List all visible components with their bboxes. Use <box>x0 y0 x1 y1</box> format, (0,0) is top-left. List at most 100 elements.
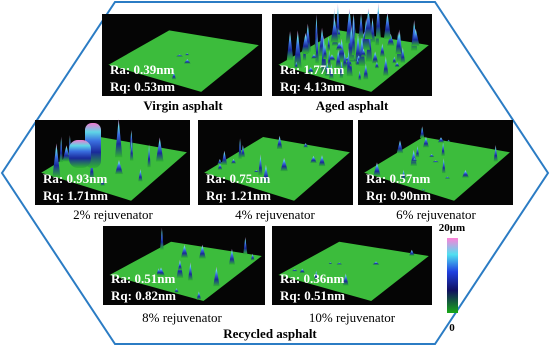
roughness-ra: Ra: 0.36nm <box>280 271 344 286</box>
panel-caption: 6% rejuvenator <box>396 207 476 222</box>
surface-peak <box>196 291 202 300</box>
color-bar <box>447 238 458 313</box>
surface-peak <box>328 262 333 265</box>
roughness-ra: Ra: 1.77nm <box>280 62 344 77</box>
surface-peak <box>400 47 406 63</box>
surface-peak <box>383 56 389 76</box>
surface-peak <box>280 157 288 172</box>
surface-peak <box>69 140 91 168</box>
surface-peak <box>129 130 134 150</box>
surface-peak <box>180 244 188 258</box>
surface-peak <box>293 30 302 68</box>
surface-peak <box>156 268 161 275</box>
surface-peak <box>217 163 223 170</box>
surface-peak <box>346 48 351 77</box>
surface-peak <box>358 70 362 81</box>
surface-peak <box>375 2 381 39</box>
surface-peak <box>337 29 341 36</box>
surface-peak <box>217 158 223 165</box>
surface-peak <box>392 56 397 64</box>
surface-peak <box>115 159 123 175</box>
surface-peak <box>461 169 469 178</box>
surface-peak <box>301 32 310 54</box>
surface-peak <box>243 237 248 255</box>
panel-caption: 8% rejuvenator <box>142 310 222 325</box>
surface-peak <box>444 176 451 179</box>
surface-peak <box>395 31 402 55</box>
surface-peak <box>415 145 420 158</box>
surface-peak <box>258 154 263 176</box>
surface-peak <box>396 140 404 154</box>
surface-peak <box>52 143 61 178</box>
panel-caption: 2% rejuvenator <box>73 207 153 222</box>
surface-peak <box>372 261 380 265</box>
surface-peak <box>147 144 151 168</box>
surface-peak <box>437 137 445 143</box>
surface-peak <box>320 35 327 74</box>
scale-max: 20μm <box>439 222 465 234</box>
surface-peak <box>138 168 143 182</box>
surface-peak <box>262 164 270 184</box>
surface <box>109 241 262 302</box>
surface-peak <box>213 266 220 287</box>
roughness-ra: Ra: 0.93nm <box>43 171 107 186</box>
surface-peak <box>59 136 63 163</box>
surface-peak <box>62 145 71 162</box>
surface <box>108 30 259 92</box>
surface-peak <box>441 142 445 156</box>
surface-peak <box>401 169 406 180</box>
surface-peak <box>100 178 105 186</box>
surface-peak <box>493 144 498 162</box>
surface-peak <box>286 31 294 61</box>
surface-peak <box>155 137 164 162</box>
surface-peak <box>373 162 381 176</box>
surface-peak <box>228 248 235 265</box>
surface-peak <box>335 41 343 51</box>
surface-peak <box>291 268 298 272</box>
surface-peak <box>358 13 364 39</box>
surface-peak <box>178 260 182 271</box>
surface-peak <box>89 158 95 180</box>
surface-peak <box>441 158 446 174</box>
surface-peak <box>250 253 255 261</box>
surface-peak <box>330 17 339 43</box>
roughness-rq: Rq: 4.13nm <box>280 79 345 94</box>
surface-peak <box>253 169 259 173</box>
group-label: Recycled asphalt <box>223 326 317 341</box>
roughness-ra: Ra: 0.51nm <box>111 271 175 286</box>
surface-peak <box>432 160 440 163</box>
surface-peak <box>342 51 347 68</box>
surface-peak <box>314 270 319 280</box>
panel-caption: Virgin asphalt <box>143 98 223 113</box>
surface-peak <box>231 158 237 164</box>
surface-peak <box>361 48 366 57</box>
surface-peak <box>276 135 283 150</box>
surface-peak <box>327 49 331 67</box>
surface-peak <box>342 273 349 286</box>
surface-peak <box>372 51 379 64</box>
surface-peak <box>411 28 420 46</box>
roughness-rq: Rq: 1.71nm <box>43 188 108 203</box>
surface-peak <box>221 150 228 165</box>
surface-peak <box>364 8 373 40</box>
surface-peak <box>420 126 425 138</box>
surface-peak <box>240 144 245 158</box>
surface-peak <box>429 154 435 158</box>
roughness-ra: Ra: 0.57nm <box>366 171 430 186</box>
surface-peak <box>114 119 123 158</box>
surface-peak <box>335 49 342 68</box>
surface-peak <box>410 149 417 166</box>
surface-peak <box>315 32 319 64</box>
surface-peak <box>185 52 190 56</box>
surface-peak <box>183 59 191 64</box>
roughness-rq: Rq: 0.53nm <box>110 79 175 94</box>
surface-peak <box>379 43 385 57</box>
roughness-rq: Rq: 0.82nm <box>111 288 176 303</box>
surface-peak <box>339 59 344 79</box>
surface-peak <box>374 61 379 69</box>
roughness-rq: Rq: 0.51nm <box>280 288 345 303</box>
surface-peak <box>422 136 429 148</box>
surface-peak <box>394 62 400 68</box>
